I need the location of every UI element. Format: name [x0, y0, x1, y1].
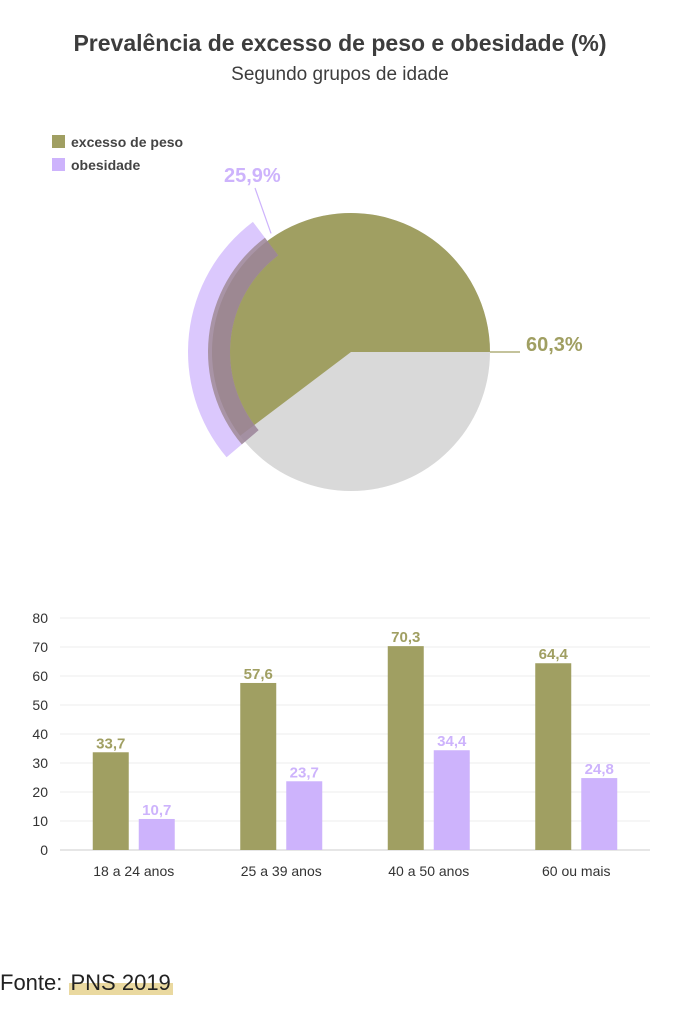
y-tick-label: 70	[32, 639, 48, 655]
bar-value-label-obesity: 10,7	[142, 802, 171, 819]
source-prefix: Fonte:	[0, 970, 63, 995]
pie-label-obesity: 25,9%	[224, 165, 281, 187]
x-category-label: 25 a 39 anos	[241, 863, 322, 879]
legend-label-obesity: obesidade	[71, 156, 141, 173]
pie-label-overweight: 60,3%	[526, 334, 583, 356]
bar-value-label-obesity: 23,7	[290, 764, 319, 781]
bar-obesity	[138, 818, 175, 850]
source-name: PNS 2019	[68, 970, 173, 995]
y-tick-label: 80	[32, 610, 48, 626]
source-note: Fonte: PNS 2019	[0, 970, 173, 996]
y-tick-label: 40	[32, 726, 48, 742]
legend-swatch-obesity	[52, 158, 65, 171]
legend: excesso de peso obesidade	[52, 130, 183, 176]
y-tick-label: 50	[32, 697, 48, 713]
bar-obesity	[286, 781, 323, 850]
pie-slice-obesity	[187, 221, 279, 458]
x-category-label: 18 a 24 anos	[93, 863, 174, 879]
pie-label-line-obesity	[254, 187, 272, 234]
bar-value-label-obesity: 34,4	[437, 733, 467, 750]
bar-overweight	[240, 682, 277, 850]
x-category-label: 60 ou mais	[542, 863, 610, 879]
legend-item-obesity: obesidade	[52, 153, 183, 176]
bar-value-label-overweight: 33,7	[96, 735, 125, 752]
y-tick-label: 30	[32, 755, 48, 771]
y-tick-label: 10	[32, 813, 48, 829]
chart-subtitle: Segundo grupos de idade	[231, 64, 449, 85]
bar-obesity	[433, 750, 470, 850]
bar-value-label-overweight: 57,6	[244, 666, 273, 683]
legend-item-overweight: excesso de peso	[52, 130, 183, 153]
chart-title: Prevalência de excesso de peso e obesida…	[73, 30, 607, 56]
legend-label-overweight: excesso de peso	[71, 133, 184, 150]
bar-overweight	[92, 752, 129, 850]
pie-slice-overweight	[212, 213, 490, 436]
x-category-label: 40 a 50 anos	[388, 863, 469, 879]
bar-value-label-overweight: 70,3	[391, 629, 420, 646]
bar-overweight	[387, 646, 424, 850]
bar-obesity	[581, 778, 618, 850]
legend-swatch-overweight	[52, 135, 65, 148]
y-tick-label: 60	[32, 668, 48, 684]
pie-slice-obesity-overlap	[208, 237, 279, 445]
y-tick-label: 0	[40, 842, 48, 858]
bar-value-label-obesity: 24,8	[585, 761, 614, 778]
bar-value-label-overweight: 64,4	[539, 646, 569, 663]
y-tick-label: 20	[32, 784, 48, 800]
bar-overweight	[535, 663, 572, 850]
